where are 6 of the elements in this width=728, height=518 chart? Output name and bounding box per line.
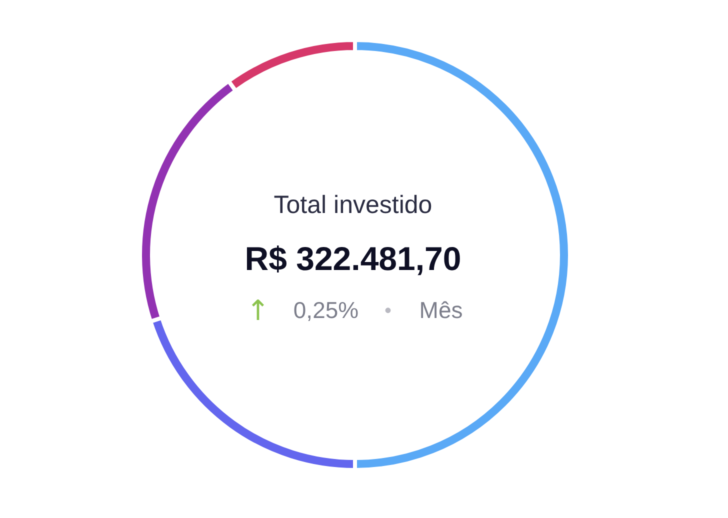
text: • xyxy=(384,300,392,322)
text: Total investido xyxy=(274,191,432,219)
text: 0,25% xyxy=(293,297,359,323)
text: ↑ xyxy=(246,294,270,327)
text: R$ 322.481,70 xyxy=(244,240,462,277)
text: Mês xyxy=(419,297,463,323)
